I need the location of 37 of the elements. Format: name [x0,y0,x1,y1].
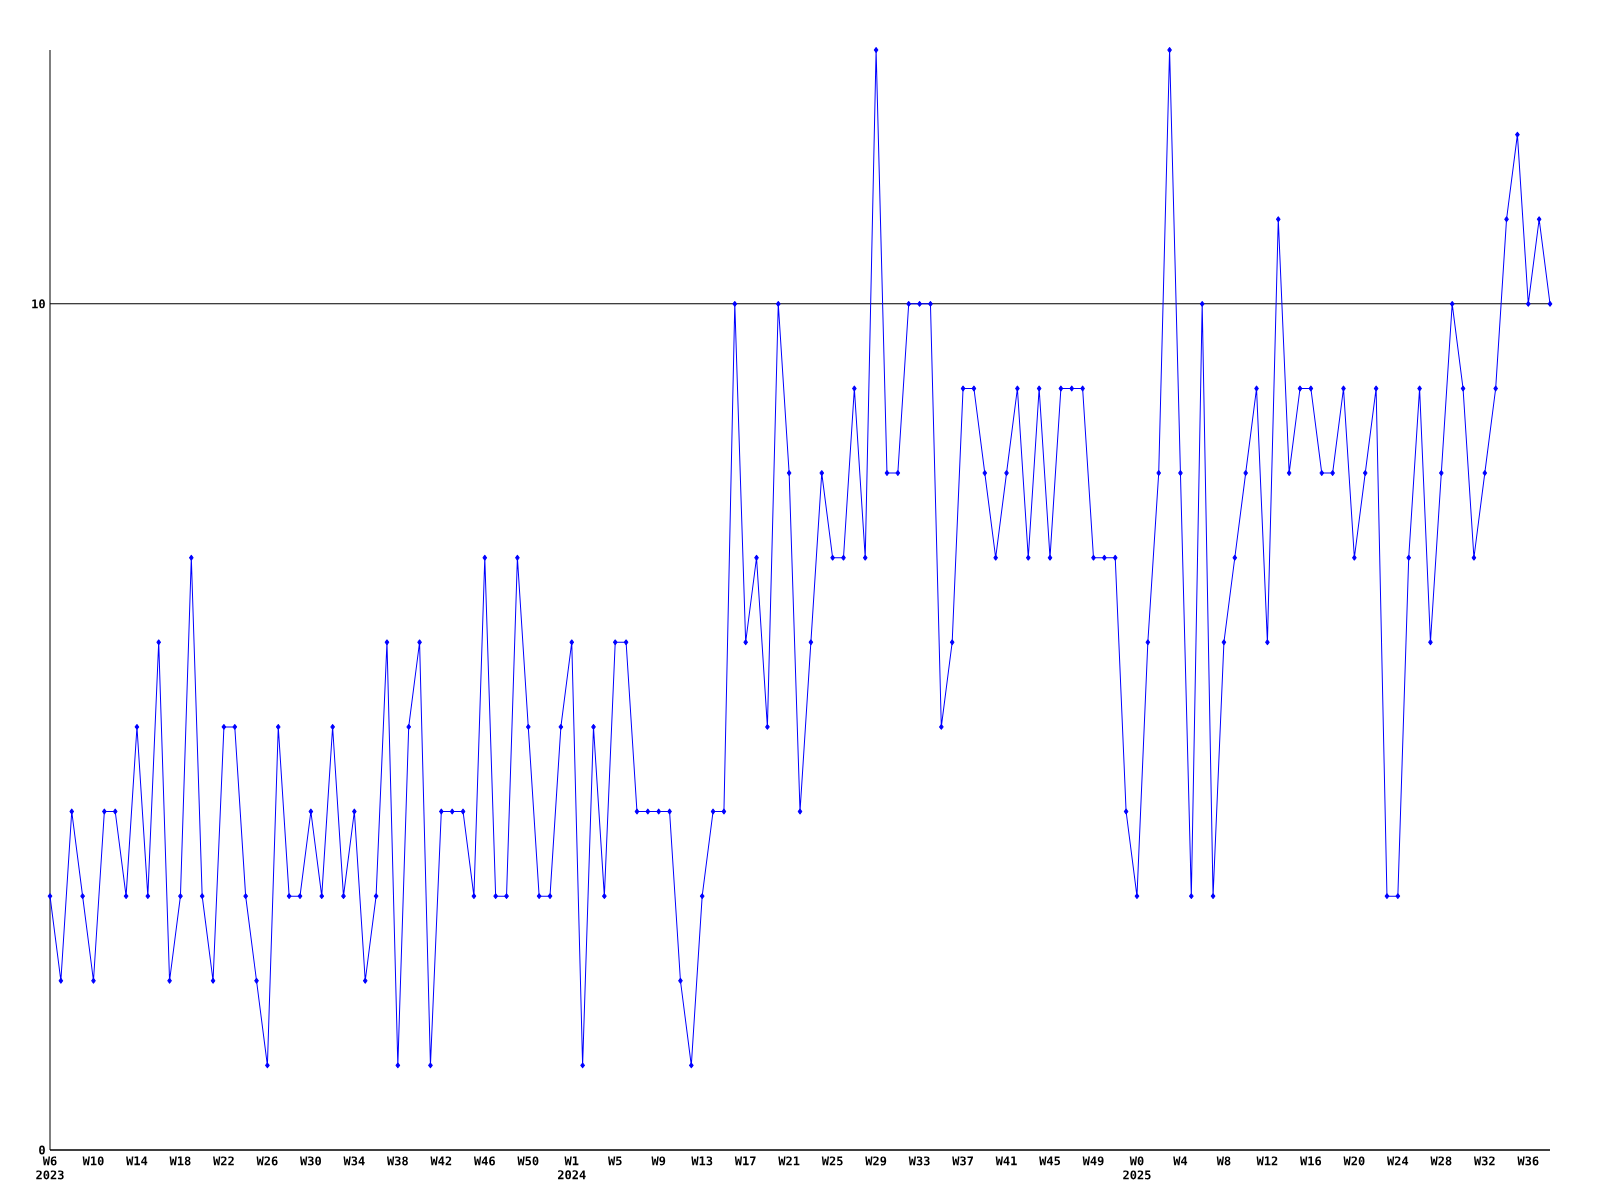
x-tick-label: W5 [608,1156,622,1166]
x-tick-label: W6 2023 [36,1156,64,1180]
y-tick-label: 10 [32,299,45,309]
x-tick-label: W14 [126,1156,148,1166]
x-tick-label: W8 [1216,1156,1231,1166]
x-tick-label: W41 [995,1156,1017,1166]
x-tick-label: W16 [1300,1156,1322,1166]
x-tick-label: W18 [169,1156,191,1166]
x-tick-label: W10 [82,1156,104,1166]
x-tick-label: W29 [865,1156,887,1166]
x-tick-label: W32 [1473,1156,1495,1166]
x-tick-label: W50 [517,1156,539,1166]
x-tick-label: W21 [778,1156,800,1166]
x-tick-label: W36 [1517,1156,1539,1166]
x-tick-label: W22 [213,1156,234,1166]
x-tick-label: W12 [1256,1156,1278,1166]
x-tick-label: W20 [1343,1156,1365,1166]
x-tick-label: W1 2024 [557,1156,586,1180]
x-tick-label: W13 [691,1156,713,1166]
x-tick-label: W25 [821,1156,843,1166]
x-tick-label: W9 [651,1156,666,1166]
x-tick-label: W24 [1387,1156,1409,1166]
x-tick-label: W0 2025 [1123,1156,1151,1180]
x-tick-label: W34 [343,1156,365,1166]
x-tick-label: W4 [1173,1156,1188,1166]
x-tick-label: W33 [908,1156,930,1166]
x-tick-label: W28 [1430,1156,1452,1166]
x-tick-label: W30 [300,1156,322,1166]
x-tick-label: W26 [256,1156,278,1166]
y-tick-label: 0 [39,1145,45,1155]
x-tick-label: W17 [734,1156,756,1166]
x-tick-label: W42 [430,1156,452,1166]
x-tick-label: W38 [386,1156,408,1166]
x-tick-label: W46 [473,1156,495,1166]
x-tick-label: W37 [952,1156,973,1166]
x-tick-label: W45 [1039,1156,1061,1166]
x-tick-label: W49 [1082,1156,1104,1166]
